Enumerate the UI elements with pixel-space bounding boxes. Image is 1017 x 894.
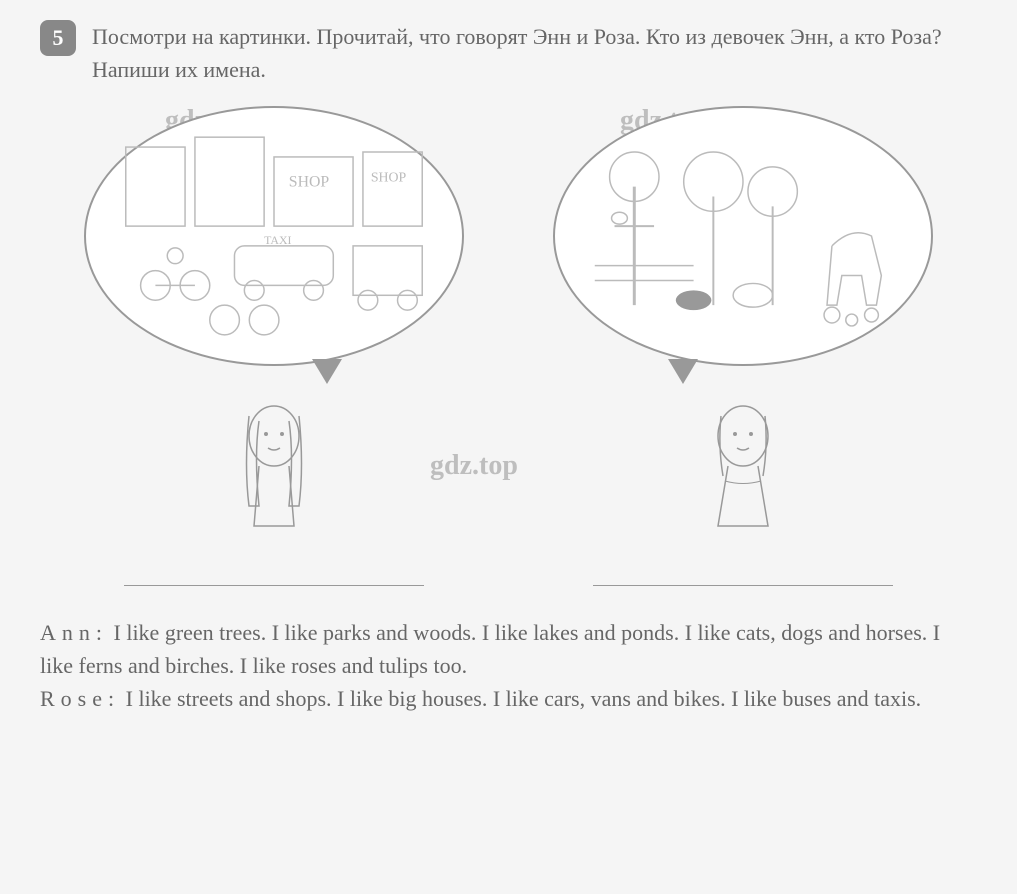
right-girl-illustration bbox=[683, 386, 803, 546]
svg-text:TAXI: TAXI bbox=[264, 233, 291, 247]
svg-text:SHOP: SHOP bbox=[289, 174, 330, 191]
rose-text: I like streets and shops. I like big hou… bbox=[126, 686, 922, 711]
rose-name: Rose: bbox=[40, 686, 120, 711]
pictures-container: SHOP SHOP TAXI bbox=[40, 106, 977, 586]
left-name-input-line[interactable] bbox=[124, 556, 424, 586]
city-scene-illustration: SHOP SHOP TAXI bbox=[106, 126, 442, 346]
exercise-header: 5 Посмотри на картинки. Прочитай, что го… bbox=[40, 20, 977, 86]
ann-text: I like green trees. I like parks and woo… bbox=[40, 620, 940, 678]
rose-dialogue: Rose: I like streets and shops. I like b… bbox=[40, 682, 977, 715]
exercise-number-badge: 5 bbox=[40, 20, 76, 56]
right-name-input-line[interactable] bbox=[593, 556, 893, 586]
exercise-number-text: 5 bbox=[53, 25, 64, 51]
left-picture-column: SHOP SHOP TAXI bbox=[64, 106, 484, 586]
svg-text:SHOP: SHOP bbox=[371, 170, 407, 185]
instruction-text: Посмотри на картинки. Прочитай, что гово… bbox=[92, 20, 977, 86]
right-picture-column bbox=[533, 106, 953, 586]
ann-dialogue: Ann: I like green trees. I like parks an… bbox=[40, 616, 977, 682]
dialogue-section: Ann: I like green trees. I like parks an… bbox=[40, 616, 977, 715]
ann-name: Ann: bbox=[40, 620, 108, 645]
left-thought-bubble: SHOP SHOP TAXI bbox=[84, 106, 464, 366]
right-thought-bubble bbox=[553, 106, 933, 366]
left-girl-illustration bbox=[214, 386, 334, 546]
nature-scene-illustration bbox=[575, 126, 911, 346]
